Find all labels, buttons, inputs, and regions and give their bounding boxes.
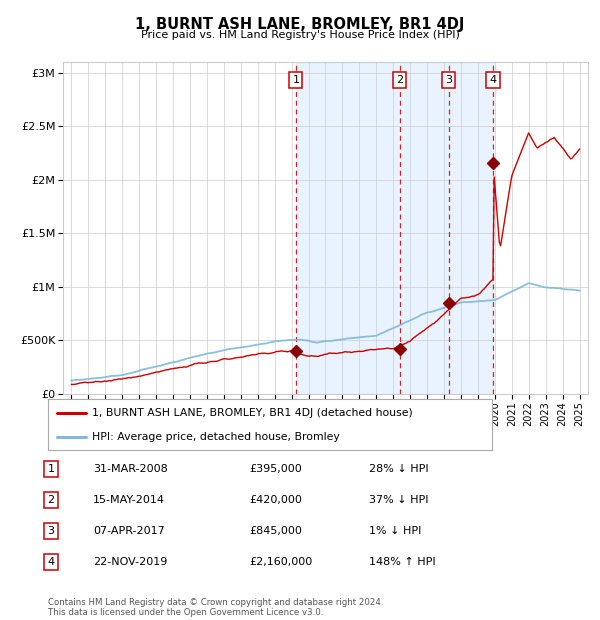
Text: Price paid vs. HM Land Registry's House Price Index (HPI): Price paid vs. HM Land Registry's House … [140,30,460,40]
Text: 1% ↓ HPI: 1% ↓ HPI [369,526,421,536]
Text: Contains HM Land Registry data © Crown copyright and database right 2024.: Contains HM Land Registry data © Crown c… [48,598,383,607]
Text: £395,000: £395,000 [249,464,302,474]
Text: 1: 1 [292,75,299,85]
Text: 28% ↓ HPI: 28% ↓ HPI [369,464,428,474]
Text: 4: 4 [47,557,55,567]
Text: This data is licensed under the Open Government Licence v3.0.: This data is licensed under the Open Gov… [48,608,323,617]
Text: 22-NOV-2019: 22-NOV-2019 [93,557,167,567]
Text: 3: 3 [47,526,55,536]
Text: 31-MAR-2008: 31-MAR-2008 [93,464,168,474]
Text: 148% ↑ HPI: 148% ↑ HPI [369,557,436,567]
Text: 4: 4 [490,75,497,85]
Text: £845,000: £845,000 [249,526,302,536]
Text: £420,000: £420,000 [249,495,302,505]
Text: 37% ↓ HPI: 37% ↓ HPI [369,495,428,505]
Text: 1, BURNT ASH LANE, BROMLEY, BR1 4DJ: 1, BURNT ASH LANE, BROMLEY, BR1 4DJ [136,17,464,32]
Text: 2: 2 [396,75,403,85]
Text: 1: 1 [47,464,55,474]
Text: 2: 2 [47,495,55,505]
Text: 15-MAY-2014: 15-MAY-2014 [93,495,165,505]
Text: 1, BURNT ASH LANE, BROMLEY, BR1 4DJ (detached house): 1, BURNT ASH LANE, BROMLEY, BR1 4DJ (det… [92,409,413,419]
Text: HPI: Average price, detached house, Bromley: HPI: Average price, detached house, Brom… [92,432,340,442]
Text: 3: 3 [445,75,452,85]
Text: £2,160,000: £2,160,000 [249,557,312,567]
Text: 07-APR-2017: 07-APR-2017 [93,526,165,536]
Bar [296,62,493,394]
